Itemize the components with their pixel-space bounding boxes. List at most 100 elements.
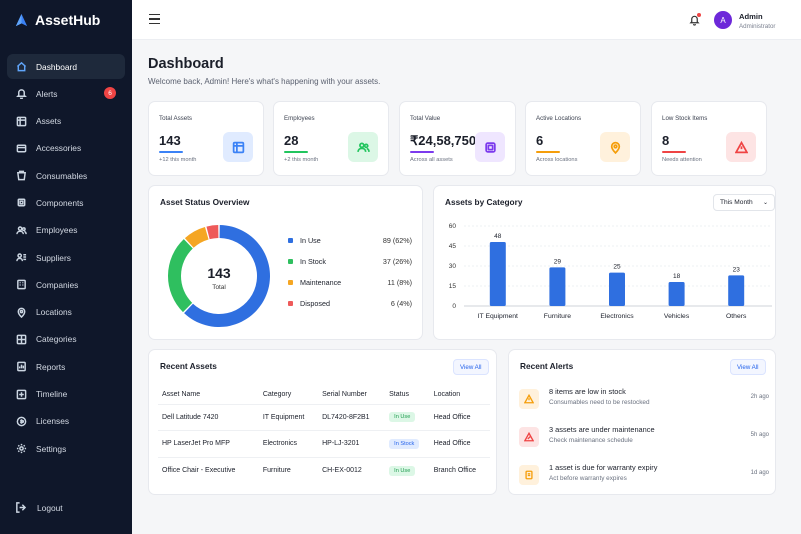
sidebar-item-consumables[interactable]: Consumables (7, 163, 125, 188)
consumables-icon (15, 170, 27, 182)
alert-title: 3 assets are under maintenance (549, 425, 655, 434)
notifications-bell-icon[interactable] (689, 13, 701, 31)
legend-swatch (288, 259, 293, 264)
sidebar-item-licenses[interactable]: Licenses (7, 409, 125, 434)
stat-label: Employees (284, 115, 315, 122)
stat-accent-bar (284, 151, 308, 153)
stat-subtext: Across locations (536, 157, 578, 163)
pin-icon (600, 132, 630, 162)
stat-value: 143 (159, 133, 181, 148)
donut-slice-disposed (206, 225, 219, 240)
period-select[interactable]: This Month ⌄ (713, 194, 775, 211)
x-category-label: Furniture (544, 313, 571, 320)
bar-vehicles (668, 282, 685, 306)
sidebar-nav: Dashboard Alerts 6 Assets Accessories Consuma… (7, 54, 125, 463)
user-role: Administrator (739, 23, 776, 30)
cell-serial: DL7420-8F2B1 (318, 403, 386, 431)
sidebar-item-label: Components (36, 197, 84, 208)
legend-label: Disposed (300, 299, 330, 308)
legend-label: In Stock (300, 257, 326, 266)
sidebar-item-label: Alerts (36, 88, 58, 99)
status-legend: In Use 89 (62%) In Stock 37 (26%) Maintenanc… (288, 230, 412, 314)
sidebar-item-assets[interactable]: Assets (7, 109, 125, 134)
box-icon (223, 132, 253, 162)
avatar[interactable]: A (714, 11, 732, 29)
cell-category: Electronics (258, 430, 319, 457)
sidebar-item-categories[interactable]: Categories (7, 327, 125, 352)
table-row[interactable]: Office Chair - Executive Furniture CH-EX-0… (158, 456, 490, 484)
sidebar-item-alerts[interactable]: Alerts 6 (7, 81, 125, 106)
stat-card: Employees 28 +2 this month (273, 101, 389, 176)
stat-subtext: Needs attention (662, 157, 702, 163)
sidebar-item-reports[interactable]: Reports (7, 354, 125, 379)
menu-toggle-icon[interactable] (149, 14, 160, 25)
sidebar-item-dashboard[interactable]: Dashboard (7, 54, 125, 79)
alert-time: 1d ago (750, 470, 769, 476)
chevron-down-icon: ⌄ (762, 200, 768, 206)
bar-furniture (549, 267, 566, 306)
alert-subtitle: Check maintenance schedule (549, 437, 633, 444)
cell-location: Branch Office (429, 456, 490, 484)
stat-card: Active Locations 6 Across locations (525, 101, 641, 176)
recent-assets-table: Asset Name Category Serial Number Status Loc… (158, 385, 490, 484)
logout-button[interactable]: Logout (15, 502, 63, 513)
stat-card: Low Stock Items 8 Needs attention (651, 101, 767, 176)
sidebar-item-employees[interactable]: Employees (7, 218, 125, 243)
alert-item[interactable]: 1 asset is due for warranty expiry Act be… (519, 463, 769, 493)
card-title: Assets by Category (445, 197, 523, 207)
table-row[interactable]: Dell Latitude 7420 IT Equipment DL7420-8F2… (158, 403, 490, 431)
brand-logo[interactable]: AssetHub (14, 12, 100, 28)
sidebar-item-accessories[interactable]: Accessories (7, 136, 125, 161)
status-donut-chart (168, 225, 270, 327)
alerts-count-badge: 6 (104, 87, 116, 100)
view-all-assets-button[interactable]: View All (453, 359, 489, 375)
top-bar: A Admin Administrator (132, 0, 801, 40)
card-title: Asset Status Overview (160, 197, 250, 207)
legend-label: In Use (300, 236, 321, 245)
legend-item: Disposed 6 (4%) (288, 293, 412, 314)
alert-time: 2h ago (750, 394, 769, 400)
legend-item: Maintenance 11 (8%) (288, 272, 412, 293)
y-tick-label: 0 (452, 303, 456, 310)
sidebar-item-label: Accessories (36, 143, 82, 154)
stat-label: Active Locations (536, 115, 582, 122)
bar-value-label: 25 (613, 264, 621, 271)
stat-value: 6 (536, 133, 544, 148)
sidebar-item-locations[interactable]: Locations (7, 300, 125, 325)
sidebar-item-label: Suppliers (36, 252, 71, 263)
sidebar-item-label: Companies (36, 279, 79, 290)
stat-value: ₹24,58,750 (410, 133, 477, 148)
bar-value-label: 18 (673, 273, 681, 280)
view-all-alerts-button[interactable]: View All (730, 359, 766, 375)
alert-item[interactable]: 3 assets are under maintenance Check main… (519, 425, 769, 455)
cell-category: Furniture (258, 456, 319, 484)
alert-item[interactable]: 8 items are low in stock Consumables need… (519, 387, 769, 417)
sidebar-item-timeline[interactable]: Timeline (7, 382, 125, 407)
bar-electronics (609, 272, 625, 306)
table-row[interactable]: HP LaserJet Pro MFP Electronics HP-LJ-3201… (158, 430, 490, 457)
wallet-icon (475, 132, 505, 162)
stat-card: Total Assets 143 +12 this month (148, 101, 264, 176)
cell-category: IT Equipment (258, 403, 319, 431)
cell-serial: HP-LJ-3201 (318, 430, 386, 457)
category-bar-chart: 0 15 30 45 60 48 IT Equipment 29 Furniture 25 Elec… (449, 223, 772, 320)
stat-accent-bar (159, 151, 183, 153)
document-icon (519, 465, 539, 485)
user-name: Admin (739, 12, 763, 21)
users-icon (348, 132, 378, 162)
sidebar-item-label: Consumables (36, 170, 88, 181)
x-category-label: IT Equipment (478, 313, 518, 320)
building-icon (15, 279, 27, 291)
alert-subtitle: Act before warranty expires (549, 475, 627, 482)
sidebar-item-suppliers[interactable]: Suppliers (7, 245, 125, 270)
y-tick-label: 60 (449, 223, 457, 230)
x-category-label: Others (726, 313, 747, 320)
column-header: Status (389, 390, 409, 398)
sidebar-item-components[interactable]: Components (7, 190, 125, 215)
donut-slice-in-use (184, 225, 270, 327)
sidebar-item-label: Licenses (36, 416, 70, 427)
sidebar-item-label: Reports (36, 361, 66, 372)
sidebar-item-settings[interactable]: Settings (7, 436, 125, 461)
sidebar-item-companies[interactable]: Companies (7, 272, 125, 297)
chip-icon (15, 197, 27, 209)
